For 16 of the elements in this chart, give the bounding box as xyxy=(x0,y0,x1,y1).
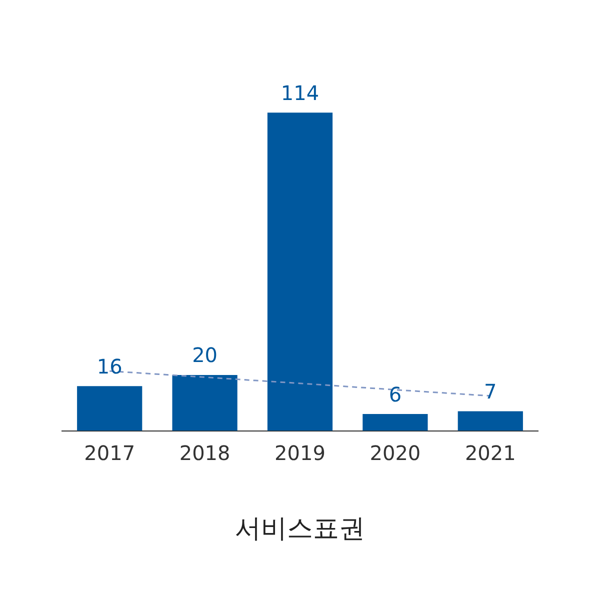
data-label: 6 xyxy=(388,382,402,406)
x-tick-label: 2018 xyxy=(179,441,230,466)
bar xyxy=(458,411,523,431)
bar xyxy=(362,414,428,431)
bar xyxy=(77,386,142,431)
x-tick-label: 2019 xyxy=(274,441,326,466)
x-tick-label: 2020 xyxy=(370,441,421,466)
x-axis-title: 서비스표권 xyxy=(235,514,365,544)
x-tick-label: 2021 xyxy=(464,441,516,466)
data-label: 16 xyxy=(96,354,122,378)
data-label: 20 xyxy=(192,343,218,368)
x-tick-label: 2017 xyxy=(84,441,136,466)
bar xyxy=(172,374,238,431)
data-label: 7 xyxy=(484,379,497,404)
bar xyxy=(267,112,333,431)
data-label: 114 xyxy=(280,80,320,105)
